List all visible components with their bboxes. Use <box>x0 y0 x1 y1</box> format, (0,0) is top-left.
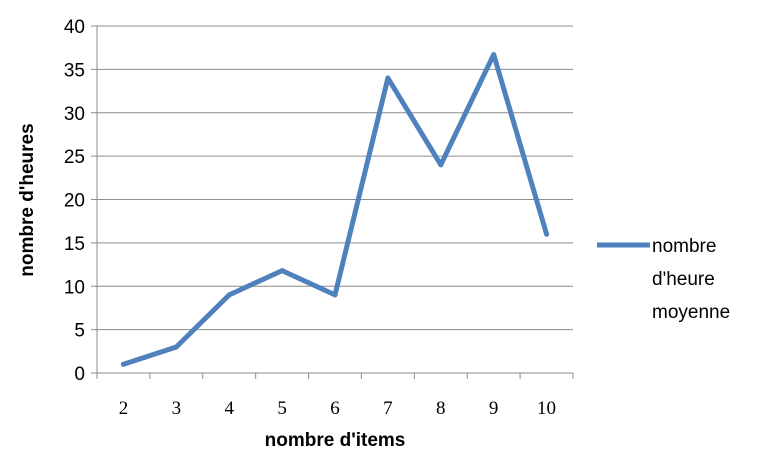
x-tick-label: 6 <box>330 398 340 419</box>
legend-label-line: nombre <box>652 236 716 257</box>
y-tick-label: 40 <box>64 17 85 38</box>
x-tick-label: 8 <box>436 398 446 419</box>
x-tick-label: 5 <box>277 398 287 419</box>
y-tick-label: 0 <box>74 364 85 385</box>
data-point-6 <box>332 292 338 298</box>
x-axis-title: nombre d'items <box>265 430 406 451</box>
y-tick-label: 20 <box>64 191 85 212</box>
y-tick-label: 35 <box>64 60 85 81</box>
y-tick-label: 15 <box>64 234 85 255</box>
x-tick-label: 2 <box>119 398 129 419</box>
x-tick-label: 3 <box>172 398 182 419</box>
x-tick-label: 10 <box>537 398 556 419</box>
series-lines <box>120 52 550 367</box>
legend-label: nombre d'heure moyenne <box>652 236 730 323</box>
data-point-10 <box>544 231 550 237</box>
x-axis-ticks: 2 3 4 5 6 7 8 9 10 <box>96 373 574 419</box>
y-tick-label: 25 <box>64 147 85 168</box>
legend-label-line: d'heure <box>652 269 715 290</box>
y-axis-ticks: 0 5 10 15 20 25 30 35 40 <box>64 17 97 385</box>
y-tick-label: 30 <box>64 104 85 125</box>
data-point-3 <box>173 344 179 350</box>
x-tick-label: 9 <box>489 398 499 419</box>
data-point-9 <box>491 52 497 58</box>
data-point-7 <box>385 75 391 81</box>
data-point-4 <box>226 292 232 298</box>
data-point-2 <box>120 361 126 367</box>
y-tick-label: 10 <box>64 277 85 298</box>
legend: nombre d'heure moyenne <box>597 236 730 323</box>
x-tick-label: 4 <box>224 398 234 419</box>
y-tick-label: 5 <box>74 321 85 342</box>
data-point-8 <box>438 162 444 168</box>
y-axis-title: nombre d'heures <box>17 123 38 276</box>
legend-label-line: moyenne <box>652 302 730 323</box>
gridlines <box>97 25 573 331</box>
data-point-5 <box>279 268 285 274</box>
series-line <box>120 52 550 367</box>
x-tick-label: 7 <box>383 398 393 419</box>
